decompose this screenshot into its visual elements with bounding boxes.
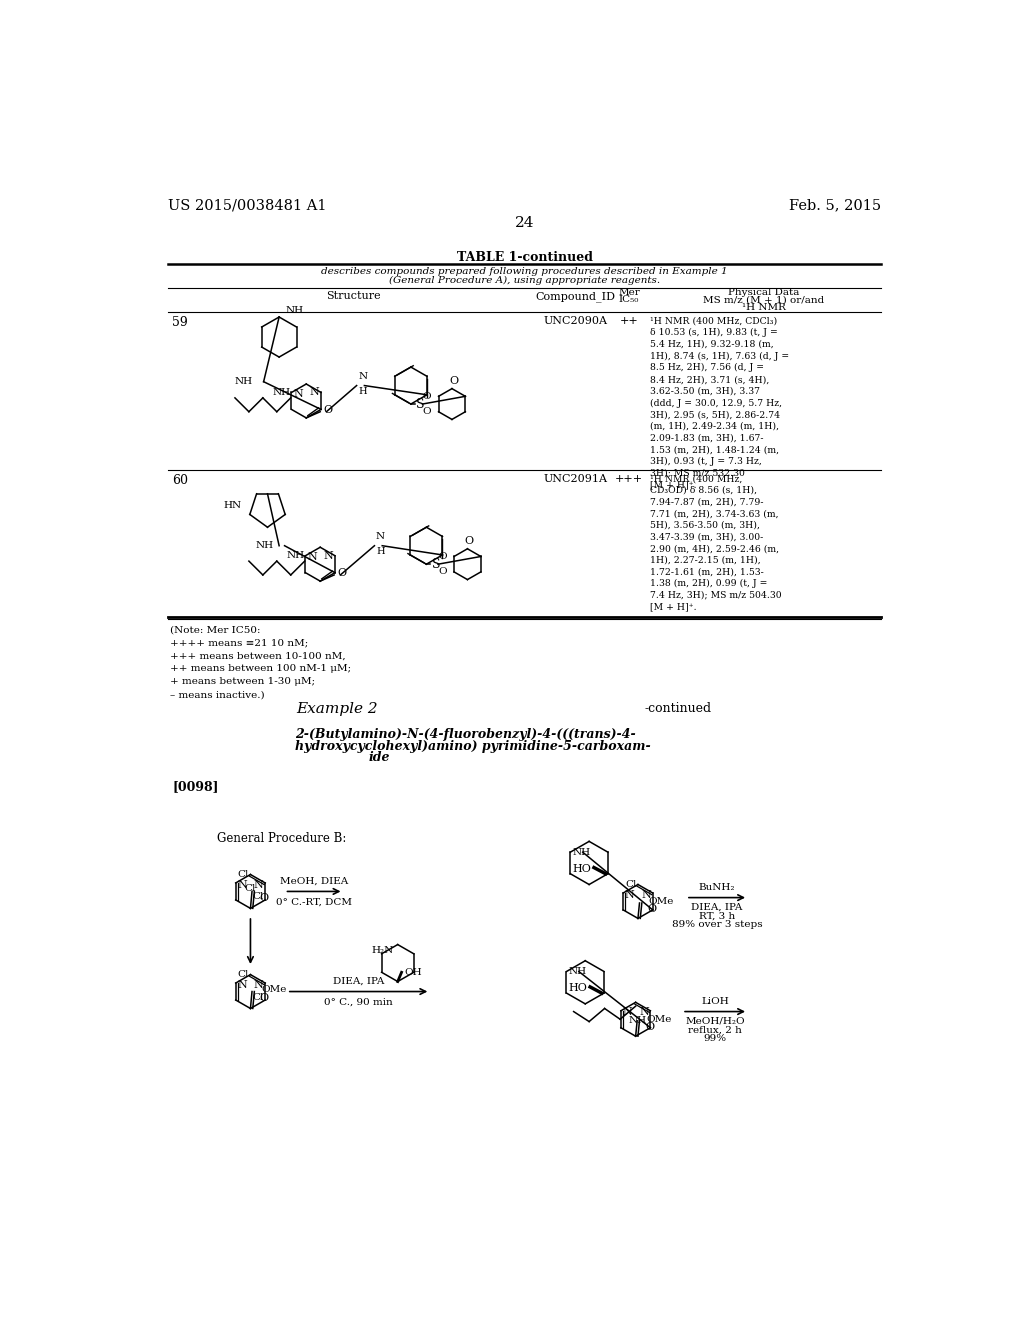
Text: H: H [376, 548, 385, 556]
Text: NH: NH [287, 552, 305, 560]
Text: N: N [641, 890, 651, 899]
Text: ¹H NMR (400 MHz, CDCl₃)
δ 10.53 (s, 1H), 9.83 (t, J =
5.4 Hz, 1H), 9.32-9.18 (m,: ¹H NMR (400 MHz, CDCl₃) δ 10.53 (s, 1H),… [649, 317, 788, 490]
Text: Mer: Mer [618, 288, 640, 297]
Text: O: O [423, 408, 431, 416]
Text: Feb. 5, 2015: Feb. 5, 2015 [790, 198, 882, 213]
Text: hydroxycyclohexyl)amino) pyrimidine-5-carboxam-: hydroxycyclohexyl)amino) pyrimidine-5-ca… [295, 739, 650, 752]
Text: O: O [438, 552, 446, 561]
Text: N: N [254, 879, 263, 890]
Text: 24: 24 [515, 216, 535, 230]
Text: describes compounds prepared following procedures described in Example 1: describes compounds prepared following p… [322, 267, 728, 276]
Text: 99%: 99% [703, 1034, 727, 1043]
Text: N: N [238, 979, 247, 990]
Text: O: O [423, 392, 431, 401]
Text: MeOH/H₂O: MeOH/H₂O [685, 1016, 744, 1026]
Text: RT, 3 h: RT, 3 h [698, 911, 735, 920]
Text: MS m/z (M + 1) or/and: MS m/z (M + 1) or/and [702, 296, 824, 305]
Text: H: H [358, 387, 367, 396]
Text: reflux, 2 h: reflux, 2 h [688, 1026, 742, 1035]
Text: ide: ide [369, 751, 390, 764]
Text: ¹H NMR (400 MHz,
CD₃OD) δ 8.56 (s, 1H),
7.94-7.87 (m, 2H), 7.79-
7.71 (m, 2H), 3: ¹H NMR (400 MHz, CD₃OD) δ 8.56 (s, 1H), … [649, 474, 781, 611]
Text: N: N [324, 550, 334, 561]
Text: 60: 60 [172, 474, 188, 487]
Text: N: N [623, 1007, 632, 1018]
Text: Physical Data: Physical Data [728, 288, 799, 297]
Text: Cl: Cl [252, 993, 263, 1002]
Text: DIEA, IPA: DIEA, IPA [691, 903, 742, 912]
Text: O: O [324, 405, 333, 416]
Text: S: S [417, 397, 425, 411]
Text: N: N [376, 532, 385, 541]
Text: 0° C.-RT, DCM: 0° C.-RT, DCM [276, 898, 352, 907]
Text: TABLE 1-continued: TABLE 1-continued [457, 251, 593, 264]
Text: Structure: Structure [327, 290, 381, 301]
Text: N: N [293, 389, 303, 399]
Text: O: O [647, 904, 656, 915]
Text: NH: NH [256, 541, 273, 550]
Text: IC₅₀: IC₅₀ [618, 296, 639, 305]
Text: MeOH, DIEA: MeOH, DIEA [280, 876, 348, 886]
Text: O: O [337, 569, 346, 578]
Text: ++: ++ [620, 317, 638, 326]
Text: UNC2091A: UNC2091A [544, 474, 607, 484]
Text: S: S [432, 557, 440, 570]
Text: -continued: -continued [645, 702, 712, 715]
Text: [0098]: [0098] [172, 780, 219, 793]
Text: O: O [438, 568, 446, 577]
Text: 89% over 3 steps: 89% over 3 steps [672, 920, 762, 929]
Text: (Note: Mer IC50:
++++ means ≡21 10 nM;
+++ means between 10-100 nM,
++ means bet: (Note: Mer IC50: ++++ means ≡21 10 nM; +… [170, 626, 351, 700]
Text: O: O [260, 993, 269, 1003]
Text: UNC2090A: UNC2090A [544, 317, 607, 326]
Text: Cl: Cl [238, 870, 249, 879]
Text: Example 2: Example 2 [296, 702, 378, 715]
Text: O: O [449, 376, 458, 385]
Text: HO: HO [568, 983, 587, 994]
Text: 2-(Butylamino)-N-(4-fluorobenzyl)-4-(((trans)-4-: 2-(Butylamino)-N-(4-fluorobenzyl)-4-(((t… [295, 729, 635, 742]
Text: ¹H NMR: ¹H NMR [741, 304, 785, 312]
Text: 59: 59 [172, 317, 188, 329]
Text: Cl: Cl [238, 970, 249, 979]
Text: Compound_ID: Compound_ID [536, 290, 615, 301]
Text: OMe: OMe [649, 896, 674, 906]
Text: N: N [639, 1007, 649, 1018]
Text: Cl: Cl [245, 884, 256, 892]
Text: 0° C., 90 min: 0° C., 90 min [325, 998, 393, 1007]
Text: N: N [625, 890, 635, 899]
Text: O: O [260, 892, 269, 903]
Text: O: O [465, 536, 473, 545]
Text: NH: NH [628, 1016, 646, 1026]
Text: General Procedure B:: General Procedure B: [217, 832, 346, 845]
Text: N: N [309, 388, 319, 397]
Text: N: N [307, 552, 316, 562]
Text: NH: NH [286, 306, 303, 315]
Text: +++: +++ [615, 474, 643, 484]
Text: BuNH₂: BuNH₂ [698, 883, 735, 892]
Text: OH: OH [403, 968, 422, 977]
Text: O: O [645, 1022, 654, 1032]
Text: HO: HO [572, 865, 591, 874]
Text: OMe: OMe [261, 985, 287, 994]
Text: HN: HN [223, 502, 241, 510]
Text: (General Procedure A), using appropriate reagents.: (General Procedure A), using appropriate… [389, 276, 660, 285]
Text: N: N [238, 879, 247, 890]
Text: N: N [358, 372, 368, 381]
Text: NH: NH [234, 378, 253, 387]
Text: OMe: OMe [646, 1015, 672, 1023]
Text: NH: NH [272, 388, 291, 397]
Text: NH: NH [572, 847, 591, 857]
Text: NH: NH [568, 968, 587, 975]
Text: US 2015/0038481 A1: US 2015/0038481 A1 [168, 198, 327, 213]
Text: DIEA, IPA: DIEA, IPA [333, 977, 384, 986]
Text: LiOH: LiOH [701, 997, 729, 1006]
Text: N: N [254, 979, 263, 990]
Text: H₂N: H₂N [372, 946, 394, 956]
Text: Cl: Cl [625, 880, 636, 888]
Text: Cl: Cl [252, 892, 263, 902]
